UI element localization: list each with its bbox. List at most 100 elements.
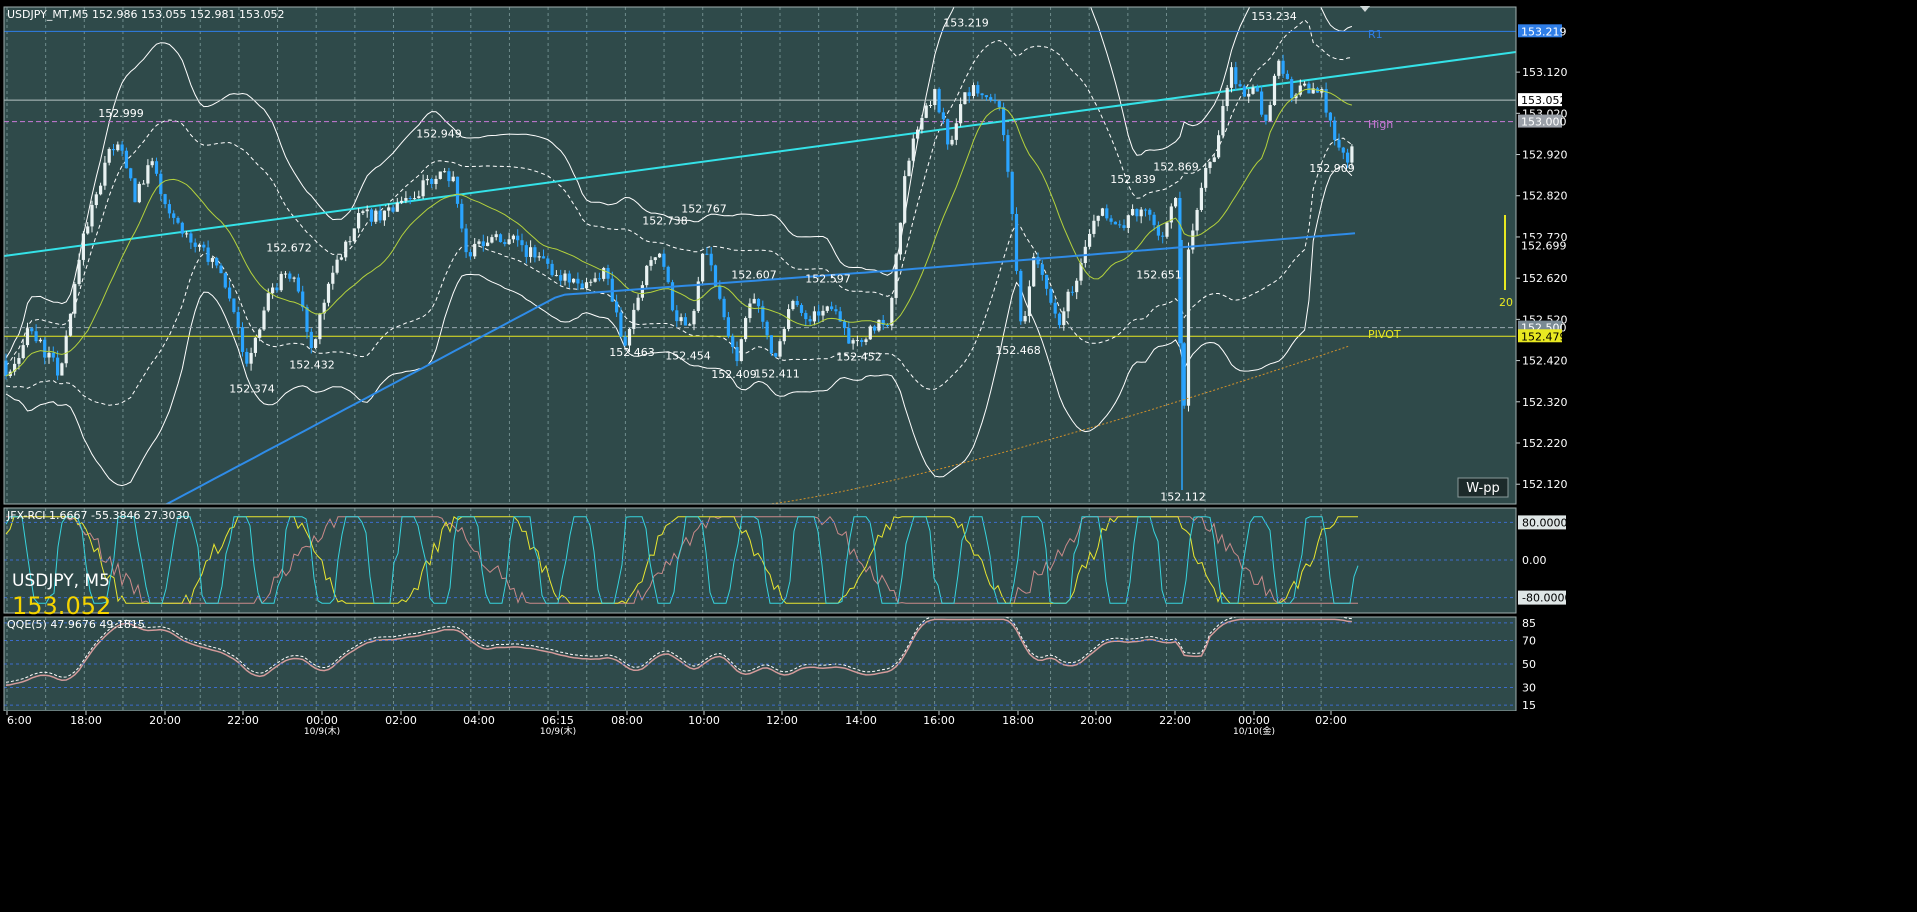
candle-body [232,298,236,313]
w-pp-badge[interactable]: W-pp [1457,477,1509,498]
candle-body [240,327,245,352]
candle-body [185,233,189,235]
shift-marker-icon[interactable] [1360,6,1370,12]
candle-body [1109,218,1113,222]
lower-band [5,165,1353,487]
candle-body [959,104,963,124]
candle-body [361,211,365,214]
candle-body [404,198,408,201]
symbol-name: USDJPY, M5 [12,571,110,591]
candle-body [451,176,455,182]
candle-body [455,176,460,204]
candle-body [1027,286,1031,317]
candle-body [1217,135,1221,158]
qqe-header: QQE(5) 47.9676 49.1815 [7,618,145,631]
candle-body [903,176,907,223]
candle-body [120,144,124,151]
candle-body [1032,256,1036,287]
candle-body [202,244,206,248]
qqe-tick-label: 85 [1522,617,1536,630]
price-annotation: 152.112 [1160,491,1206,504]
candle-body [756,298,761,307]
candle-body [1208,161,1212,168]
candle-body [726,317,730,337]
time-axis-labels: 6:00 18:00 20:00 22:00 00:00 02:00 04:00 06:15 0… [6,711,1347,737]
candle-body [868,326,872,340]
candle-body [266,293,270,311]
main-header: USDJPY_MT,M5 152.986 153.055 152.981 153… [7,8,285,21]
x-tick-label: 12:00 [766,714,798,727]
candle-body [1277,60,1281,76]
candle-body [546,258,550,264]
candle-body [374,210,378,222]
price-tag-label: 153.000 [1521,116,1567,129]
candle-body [1045,274,1049,289]
candle-body [1191,230,1195,250]
candle-body [1122,225,1126,228]
candle-body [1251,87,1255,94]
qqe-tick-label: 30 [1522,682,1536,695]
candle-body [1186,249,1191,406]
trend-line [4,51,1516,257]
candle-body [885,325,890,327]
candle-body [1139,209,1143,217]
upper-band [5,7,1353,359]
candle-body [877,319,881,331]
candle-body [769,335,773,354]
candle-body [1234,67,1238,85]
envelope-bands [5,7,1353,487]
candle-body [632,309,636,329]
candle-body [851,340,855,344]
level-lines [4,30,1516,337]
candle-body [167,204,171,214]
x-tick-label: 04:00 [463,714,495,727]
candle-body [649,260,653,266]
candle-body [559,275,563,281]
candle-body [1040,264,1044,275]
candle-body [804,312,808,320]
candle-body [348,241,352,243]
candle-body [937,89,941,113]
candle-body [1049,288,1053,303]
price-annotation: 152.651 [1136,268,1182,281]
price-annotation: 153.219 [943,16,989,29]
price-tags: 153.219153.052153.000152.699152.500152.4… [1518,24,1567,343]
candle-body [946,119,950,145]
candle-body [344,241,348,258]
candle-body [322,302,326,314]
candle-body [1337,139,1341,148]
candle-body [94,194,98,206]
long-ma-line [764,345,1351,504]
price-annotation: 152.738 [642,215,688,228]
candle-body [1260,91,1264,115]
candle-body [963,92,967,105]
qqe-tick-label: 50 [1522,658,1536,671]
candle-body [774,353,778,357]
candle-body [1229,67,1234,88]
candle-body [670,282,675,311]
candle-body [17,358,21,364]
candle-body [627,328,632,346]
candle-body [1014,214,1019,271]
candle-body [305,307,309,332]
candle-body [541,256,546,259]
price-tag-label: 152.699 [1521,240,1567,253]
candle-body [533,247,537,258]
candle-body [197,244,202,247]
candle-body [365,209,369,212]
x-tick-label: 6:00 [7,714,32,727]
candle-body [219,265,223,274]
candle-body [817,311,821,316]
candle-body [572,278,576,283]
candle-body [718,286,722,299]
candle-body [296,277,300,292]
blue-ma-line [164,232,1356,504]
candle-body [99,185,103,195]
main-panel-border [3,6,1517,505]
candle-body [1290,79,1294,99]
candle-body [4,360,8,376]
candle-body [842,321,847,329]
candle-body [610,278,614,302]
